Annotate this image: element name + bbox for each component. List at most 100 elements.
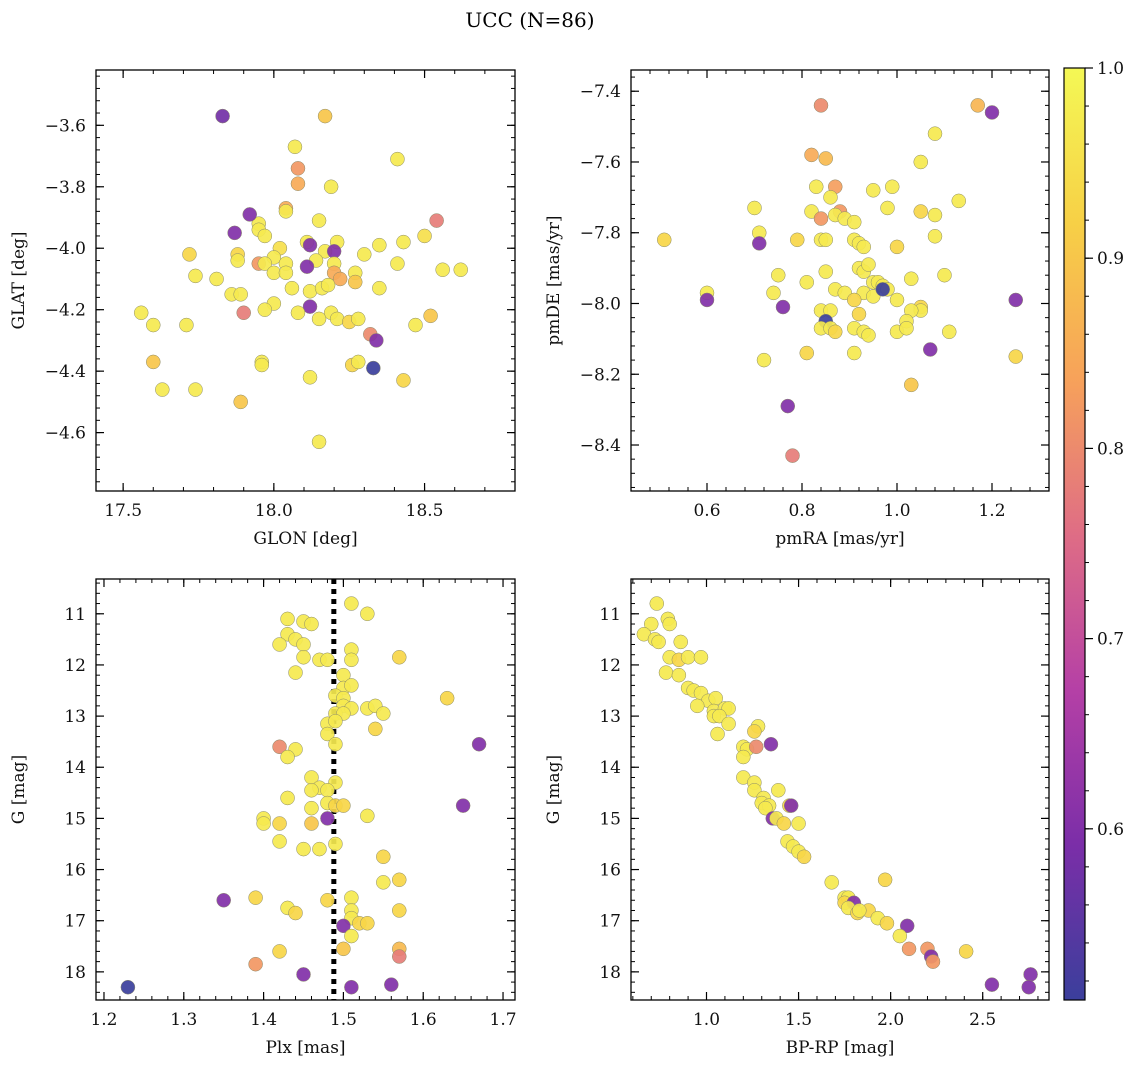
- y-tick-label: −4.6: [45, 424, 86, 444]
- scatter-point: [423, 308, 438, 324]
- scatter-point: [304, 616, 319, 632]
- scatter-point: [856, 239, 871, 255]
- scatter-point: [783, 798, 799, 813]
- scatter-point: [771, 267, 786, 283]
- panel-cmd: 1.0 1.5 2.0 2.5 11 12 13 14 15 16 17 18 BP-RP [mag] G…: [544, 578, 1050, 1058]
- scatter-point: [766, 285, 781, 301]
- scatter-point: [146, 354, 161, 370]
- scatter-point: [317, 108, 333, 124]
- scatter-point: [299, 259, 315, 274]
- scatter-point: [680, 650, 696, 665]
- scatter-point: [230, 253, 245, 268]
- y-tick-label: 17: [599, 912, 621, 932]
- scatter-point: [1008, 349, 1023, 364]
- scatter-point: [320, 892, 335, 908]
- scatter-point: [302, 370, 318, 385]
- scatter-point: [326, 244, 342, 259]
- points: [657, 98, 1023, 463]
- scatter-point: [937, 267, 952, 283]
- scatter-point: [847, 345, 862, 361]
- scatter-point: [227, 225, 242, 241]
- scatter-point: [369, 333, 384, 348]
- plot-frame: [95, 69, 516, 492]
- scatter-point: [284, 280, 300, 296]
- scatter-point: [823, 190, 838, 205]
- x-tick-label: 2.0: [877, 1010, 904, 1030]
- scatter-point: [644, 616, 659, 632]
- scatter-point: [799, 275, 814, 290]
- scatter-point: [799, 345, 814, 361]
- colorbar: 0.6 0.7 0.8 0.9 1.0: [1063, 59, 1124, 1001]
- x-tick-label: 18.0: [255, 501, 293, 521]
- scatter-point: [272, 834, 287, 849]
- scatter-point: [216, 892, 231, 908]
- scatter-point: [320, 783, 335, 798]
- x-tick-label: 1.4: [250, 1010, 277, 1030]
- scatter-point: [384, 977, 399, 992]
- scatter-point: [809, 179, 824, 194]
- scatter-point: [671, 667, 687, 683]
- y-tick-label: 11: [64, 605, 86, 625]
- x-tick-label: 2.5: [969, 1010, 996, 1030]
- y-tick-label: 12: [599, 656, 621, 676]
- scatter-point: [790, 232, 805, 248]
- x-tick-label: 1.7: [490, 1010, 517, 1030]
- scatter-point: [368, 721, 383, 737]
- y-tick-label: −8.0: [580, 294, 621, 314]
- scatter-point: [970, 98, 985, 113]
- scatter-point: [311, 311, 327, 327]
- y-tick-label: 16: [599, 861, 621, 881]
- scatter-point: [188, 382, 203, 397]
- scatter-point: [242, 207, 257, 222]
- scatter-point: [133, 305, 149, 321]
- scatter-point: [392, 903, 407, 918]
- scatter-point: [877, 872, 893, 888]
- scatter-point: [351, 311, 366, 327]
- scatter-point: [360, 606, 375, 622]
- scatter-point: [290, 176, 306, 191]
- scatter-point: [344, 979, 359, 995]
- scatter-point: [748, 739, 764, 755]
- scatter-point: [824, 875, 839, 890]
- x-tick-label: 1.3: [170, 1010, 197, 1030]
- scatter-point: [233, 394, 248, 410]
- panel-plx-g: 1.2 1.3 1.4 1.5 1.6 1.7 11 12 13 14 15 16 17 18 Plx [m…: [9, 578, 517, 1058]
- x-tick-label: 17.5: [104, 501, 142, 521]
- plot-frame: [630, 578, 1050, 1001]
- scatter-point: [304, 800, 319, 816]
- scatter-point: [904, 271, 919, 286]
- scatter-point: [861, 257, 876, 272]
- scatter-point: [927, 229, 943, 244]
- scatter-point: [392, 650, 407, 665]
- scatter-point: [847, 214, 862, 230]
- scatter-point: [658, 665, 674, 680]
- x-axis-label: BP-RP [mag]: [786, 1038, 895, 1058]
- scatter-point: [360, 916, 375, 931]
- scatter-point: [951, 193, 966, 209]
- scatter-point: [272, 816, 287, 831]
- x-axis-label: GLON [deg]: [253, 529, 357, 549]
- scatter-point: [662, 616, 677, 632]
- y-axis-label: GLAT [deg]: [9, 231, 29, 329]
- plot-frame: [95, 578, 516, 1001]
- scatter-point: [278, 204, 294, 219]
- scatter-point: [257, 228, 273, 244]
- scatter-point: [233, 287, 248, 302]
- y-axis-label: pmDE [mas/yr]: [544, 215, 564, 345]
- scatter-point: [304, 816, 319, 831]
- scatter-point: [1021, 979, 1036, 995]
- x-axis-label: Plx [mas]: [265, 1038, 345, 1058]
- scatter-point: [376, 849, 391, 865]
- points: [133, 108, 468, 450]
- x-axis-label: pmRA [mas/yr]: [775, 529, 904, 549]
- scatter-point: [351, 354, 366, 370]
- scatter-point: [290, 305, 306, 321]
- scatter-point: [875, 282, 890, 297]
- scatter-point: [304, 783, 319, 798]
- colorbar-tick-label: 0.7: [1097, 630, 1124, 650]
- scatter-point: [336, 941, 351, 957]
- y-tick-label: 14: [64, 758, 86, 778]
- scatter-point: [861, 328, 876, 343]
- scatter-point: [699, 292, 715, 308]
